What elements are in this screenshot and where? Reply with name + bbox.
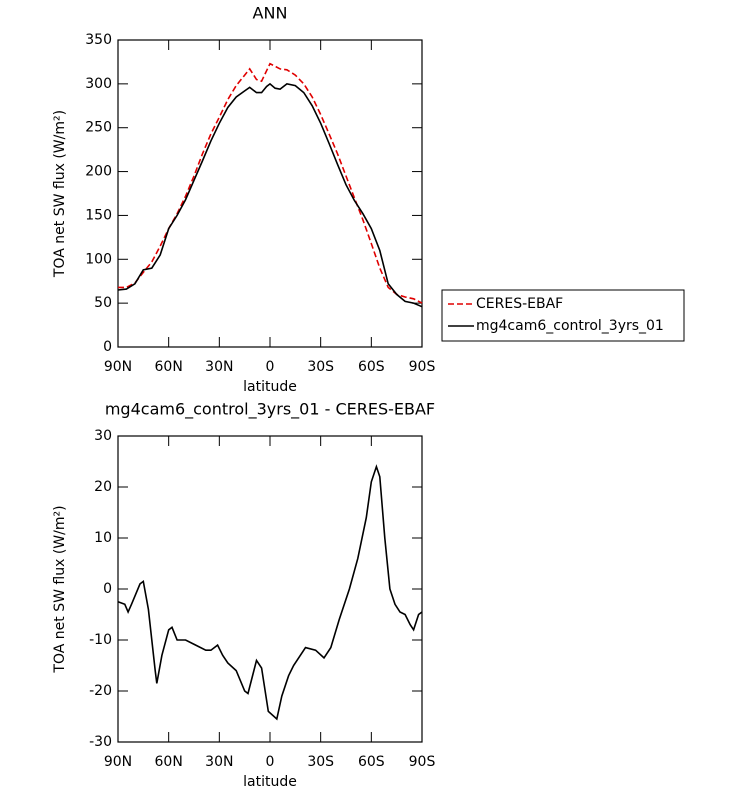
y-tick-label: 100	[85, 251, 112, 267]
y-tick-label: 200	[85, 164, 112, 180]
x-tick-label: 30S	[307, 359, 334, 375]
x-tick-label: 60N	[155, 754, 183, 770]
x-tick-label: 30S	[307, 754, 334, 770]
x-axis-label: latitude	[243, 379, 297, 395]
x-tick-label: 60S	[358, 754, 385, 770]
y-tick-label: 30	[94, 428, 112, 444]
data-line	[118, 62, 423, 304]
x-tick-label: 90S	[409, 754, 436, 770]
data-line	[117, 464, 423, 721]
y-tick-label: 10	[94, 530, 112, 546]
y-tick-label: -20	[89, 683, 112, 699]
chart-title: mg4cam6_control_3yrs_01 - CERES-EBAF	[105, 400, 435, 420]
y-tick-label: 250	[85, 120, 112, 136]
y-tick-label: 350	[85, 32, 112, 48]
chart-title: ANN	[253, 4, 288, 23]
legend-box	[441, 289, 685, 342]
y-tick-label: 50	[94, 295, 112, 311]
data-line	[117, 82, 423, 308]
y-tick-label: 150	[85, 207, 112, 223]
y-axis-label: TOA net SW flux (W/m²)	[52, 110, 68, 278]
y-tick-label: 300	[85, 76, 112, 92]
x-axis-label: latitude	[243, 774, 297, 790]
x-tick-label: 30N	[205, 754, 233, 770]
y-tick-label: -30	[89, 734, 112, 750]
x-tick-label: 60S	[358, 359, 385, 375]
plot-frame	[117, 39, 423, 348]
plot-frame	[117, 435, 423, 743]
legend-label: CERES-EBAF	[476, 296, 563, 312]
y-axis-label: TOA net SW flux (W/m²)	[52, 505, 68, 673]
x-tick-label: 90N	[104, 754, 132, 770]
x-tick-label: 0	[266, 754, 275, 770]
x-tick-label: 60N	[155, 359, 183, 375]
y-tick-label: -10	[89, 632, 112, 648]
y-tick-label: 0	[103, 581, 112, 597]
x-tick-label: 30N	[205, 359, 233, 375]
legend-label: mg4cam6_control_3yrs_01	[476, 318, 664, 334]
x-tick-label: 90N	[104, 359, 132, 375]
x-tick-label: 90S	[409, 359, 436, 375]
x-tick-label: 0	[266, 359, 275, 375]
y-tick-label: 0	[103, 339, 112, 355]
y-tick-label: 20	[94, 479, 112, 495]
